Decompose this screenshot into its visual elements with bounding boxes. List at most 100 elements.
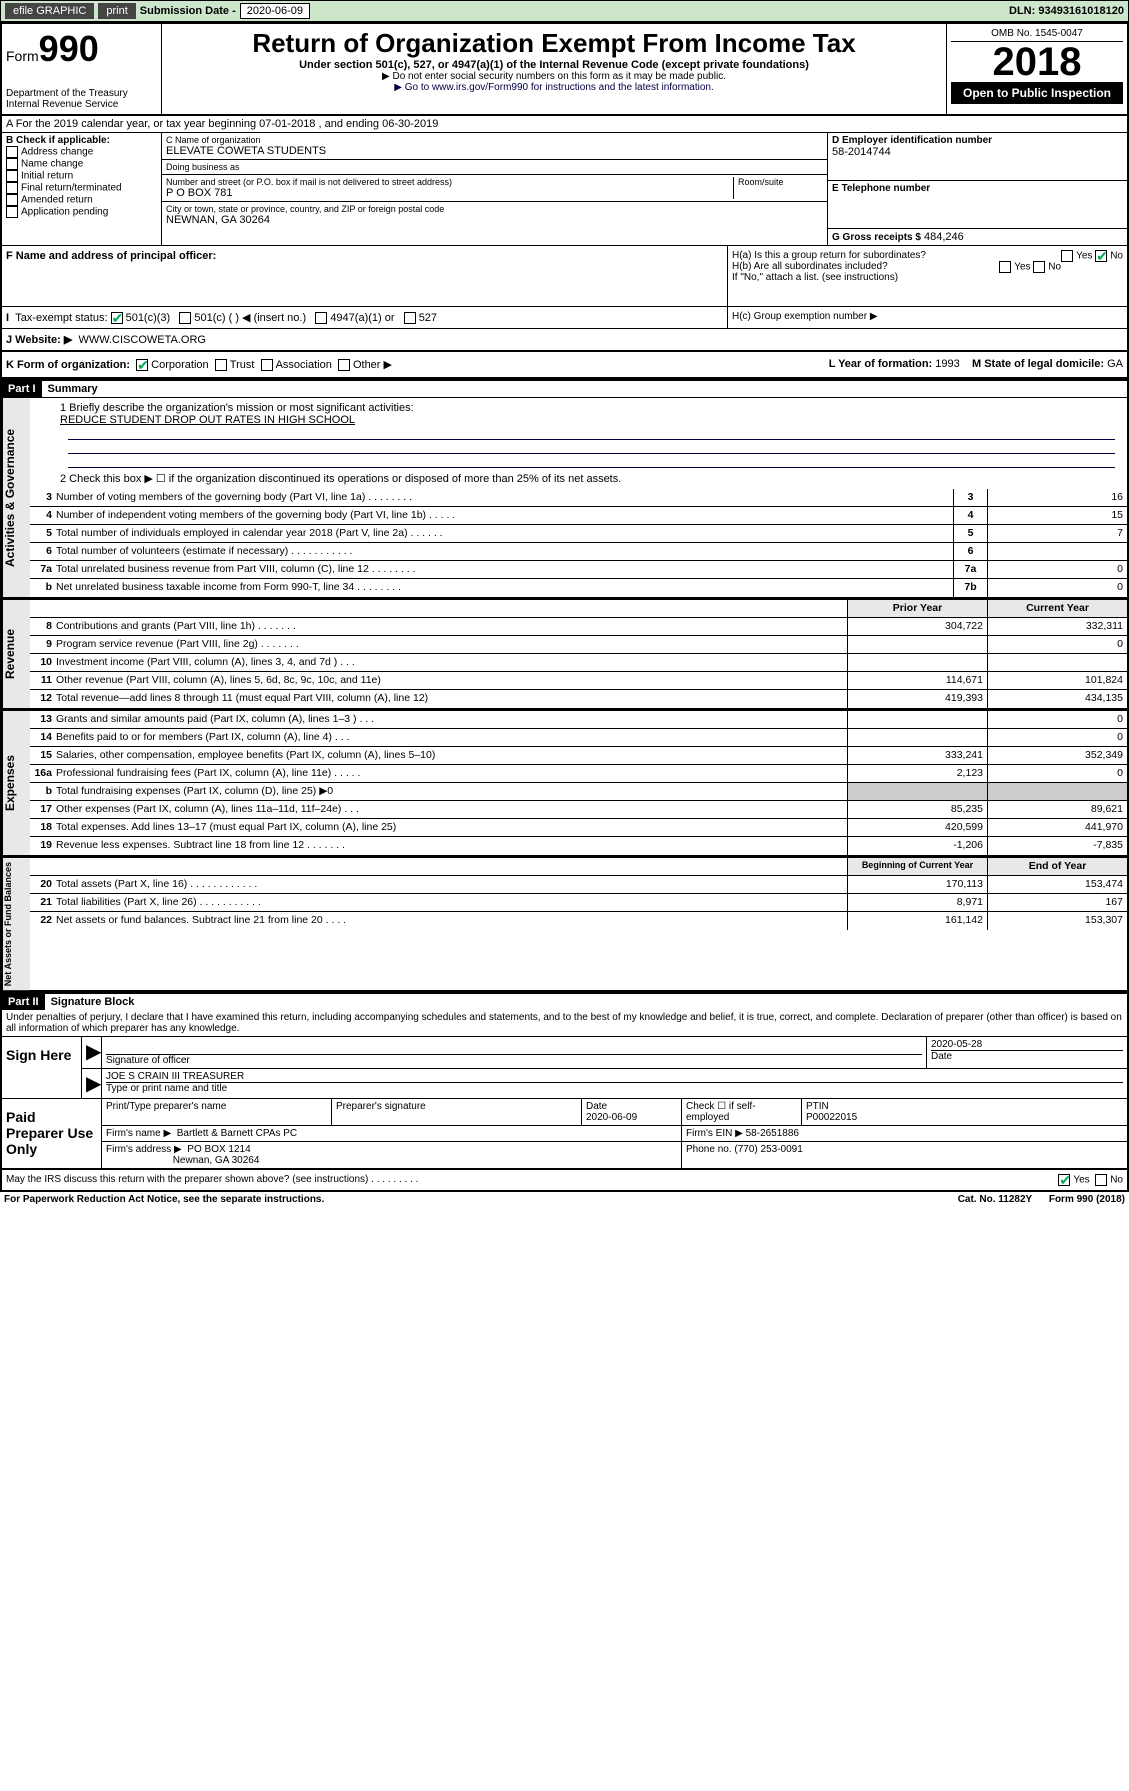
- activity-line: bNet unrelated business taxable income f…: [30, 579, 1127, 597]
- expense-line: 13Grants and similar amounts paid (Part …: [30, 711, 1127, 729]
- side-revenue: Revenue: [2, 600, 30, 708]
- form-number: 990: [39, 28, 99, 69]
- cb-501c[interactable]: [179, 312, 191, 324]
- form-header: Form990 Department of the Treasury Inter…: [0, 22, 1129, 116]
- dba-label: Doing business as: [166, 162, 823, 172]
- revenue-line: 9Program service revenue (Part VIII, lin…: [30, 636, 1127, 654]
- website-value: WWW.CISCOWETA.ORG: [78, 334, 206, 346]
- efile-label: efile GRAPHIC: [5, 3, 94, 19]
- revenue-line: 8Contributions and grants (Part VIII, li…: [30, 618, 1127, 636]
- ha-label: H(a) Is this a group return for subordin…: [732, 250, 926, 261]
- hc-label: H(c) Group exemption number ▶: [732, 311, 878, 322]
- cb-527[interactable]: [404, 312, 416, 324]
- cb-final-return[interactable]: Final return/terminated: [6, 182, 157, 194]
- firm-phone-label: Phone no.: [686, 1144, 732, 1155]
- form-note-1: ▶ Do not enter social security numbers o…: [166, 71, 942, 82]
- q1-value: REDUCE STUDENT DROP OUT RATES IN HIGH SC…: [60, 414, 1123, 426]
- form-org-label: K Form of organization:: [6, 359, 130, 371]
- section-activities: Activities & Governance 1 Briefly descri…: [0, 397, 1129, 599]
- cat-no: Cat. No. 11282Y: [958, 1194, 1032, 1205]
- room-label: Room/suite: [738, 177, 823, 187]
- part-1-badge: Part I: [2, 381, 42, 397]
- firm-name-label: Firm's name ▶: [106, 1128, 171, 1139]
- form-subtitle: Under section 501(c), 527, or 4947(a)(1)…: [166, 59, 942, 71]
- discuss-yes-cb[interactable]: [1058, 1174, 1070, 1186]
- addr-value: P O BOX 781: [166, 187, 733, 199]
- section-revenue: Revenue Prior YearCurrent Year 8Contribu…: [0, 599, 1129, 710]
- year-formation: 1993: [935, 358, 959, 370]
- firm-ein: 58-2651886: [746, 1128, 799, 1139]
- print-button[interactable]: print: [98, 3, 135, 19]
- part-2-title: Signature Block: [45, 996, 135, 1008]
- bcy-hdr: Beginning of Current Year: [847, 858, 987, 875]
- activity-line: 7aTotal unrelated business revenue from …: [30, 561, 1127, 579]
- cb-corp[interactable]: [136, 359, 148, 371]
- cb-initial-return[interactable]: Initial return: [6, 170, 157, 182]
- addr-label: Number and street (or P.O. box if mail i…: [166, 177, 733, 187]
- signer-name-label: Type or print name and title: [106, 1083, 227, 1094]
- firm-name: Bartlett & Barnett CPAs PC: [177, 1128, 297, 1139]
- firm-addr-label: Firm's address ▶: [106, 1144, 182, 1155]
- prep-name-label: Print/Type preparer's name: [102, 1099, 332, 1125]
- section-netassets: Net Assets or Fund Balances Beginning of…: [0, 857, 1129, 992]
- col-b: B Check if applicable: Address change Na…: [2, 133, 162, 245]
- discuss-no-cb[interactable]: [1095, 1174, 1107, 1186]
- cb-4947[interactable]: [315, 312, 327, 324]
- col-c: C Name of organizationELEVATE COWETA STU…: [162, 133, 827, 245]
- city-label: City or town, state or province, country…: [166, 204, 823, 214]
- part-1-title: Summary: [42, 383, 98, 395]
- website-label: J Website: ▶: [6, 334, 72, 346]
- activity-line: 4Number of independent voting members of…: [30, 507, 1127, 525]
- org-name-label: C Name of organization: [166, 135, 823, 145]
- cb-assoc[interactable]: [261, 359, 273, 371]
- expense-line: 16aProfessional fundraising fees (Part I…: [30, 765, 1127, 783]
- cb-application-pending[interactable]: Application pending: [6, 206, 157, 218]
- paid-preparer-label: Paid Preparer Use Only: [2, 1099, 102, 1168]
- form-prefix: Form: [6, 48, 39, 64]
- section-expenses: Expenses 13Grants and similar amounts pa…: [0, 710, 1129, 857]
- revenue-line: 10Investment income (Part VIII, column (…: [30, 654, 1127, 672]
- prep-date: 2020-06-09: [586, 1112, 637, 1123]
- org-name: ELEVATE COWETA STUDENTS: [166, 145, 823, 157]
- eoy-hdr: End of Year: [987, 858, 1127, 875]
- signature-block: Under penalties of perjury, I declare th…: [0, 1010, 1129, 1170]
- cb-address-change[interactable]: Address change: [6, 146, 157, 158]
- side-expenses: Expenses: [2, 711, 30, 855]
- department-label: Department of the Treasury Internal Reve…: [6, 88, 157, 110]
- tax-exempt-label: Tax-exempt status:: [15, 312, 107, 324]
- paperwork-notice: For Paperwork Reduction Act Notice, see …: [4, 1194, 324, 1205]
- expense-line: 18Total expenses. Add lines 13–17 (must …: [30, 819, 1127, 837]
- instructions-link[interactable]: ▶ Go to www.irs.gov/Form990 for instruct…: [394, 82, 714, 93]
- col-b-header: B Check if applicable:: [6, 135, 157, 146]
- cb-other[interactable]: [338, 359, 350, 371]
- cb-501c3[interactable]: [111, 312, 123, 324]
- cb-amended[interactable]: Amended return: [6, 194, 157, 206]
- footer: For Paperwork Reduction Act Notice, see …: [0, 1192, 1129, 1207]
- expense-line: 15Salaries, other compensation, employee…: [30, 747, 1127, 765]
- city-value: NEWNAN, GA 30264: [166, 214, 823, 226]
- cb-name-change[interactable]: Name change: [6, 158, 157, 170]
- signer-name: JOE S CRAIN III TREASURER: [106, 1071, 1123, 1083]
- part-2-badge: Part II: [2, 994, 45, 1010]
- side-netassets: Net Assets or Fund Balances: [2, 858, 30, 990]
- netasset-line: 21Total liabilities (Part X, line 26) . …: [30, 894, 1127, 912]
- row-k: K Form of organization: Corporation Trus…: [0, 352, 1129, 379]
- firm-ein-label: Firm's EIN ▶: [686, 1128, 743, 1139]
- sig-officer-label: Signature of officer: [106, 1055, 190, 1066]
- officer-label: F Name and address of principal officer:: [6, 250, 723, 262]
- cb-trust[interactable]: [215, 359, 227, 371]
- prep-selfemp: Check ☐ if self-employed: [682, 1099, 802, 1125]
- expense-line: 17Other expenses (Part IX, column (A), l…: [30, 801, 1127, 819]
- expense-line: 19Revenue less expenses. Subtract line 1…: [30, 837, 1127, 855]
- row-i-hc: I Tax-exempt status: 501(c)(3) 501(c) ( …: [0, 307, 1129, 329]
- ptin-label: PTIN: [806, 1101, 829, 1112]
- submission-label: Submission Date -: [140, 5, 236, 17]
- line-a: A For the 2019 calendar year, or tax yea…: [0, 116, 1129, 133]
- submission-date: 2020-06-09: [240, 3, 310, 19]
- firm-addr2: Newnan, GA 30264: [173, 1155, 260, 1166]
- top-bar: efile GRAPHIC print Submission Date - 20…: [0, 0, 1129, 22]
- block-bcd: B Check if applicable: Address change Na…: [0, 133, 1129, 246]
- prep-date-label: Date: [586, 1101, 607, 1112]
- hb-note: If "No," attach a list. (see instruction…: [732, 272, 1123, 283]
- part-2-header: Part II Signature Block: [0, 992, 1129, 1010]
